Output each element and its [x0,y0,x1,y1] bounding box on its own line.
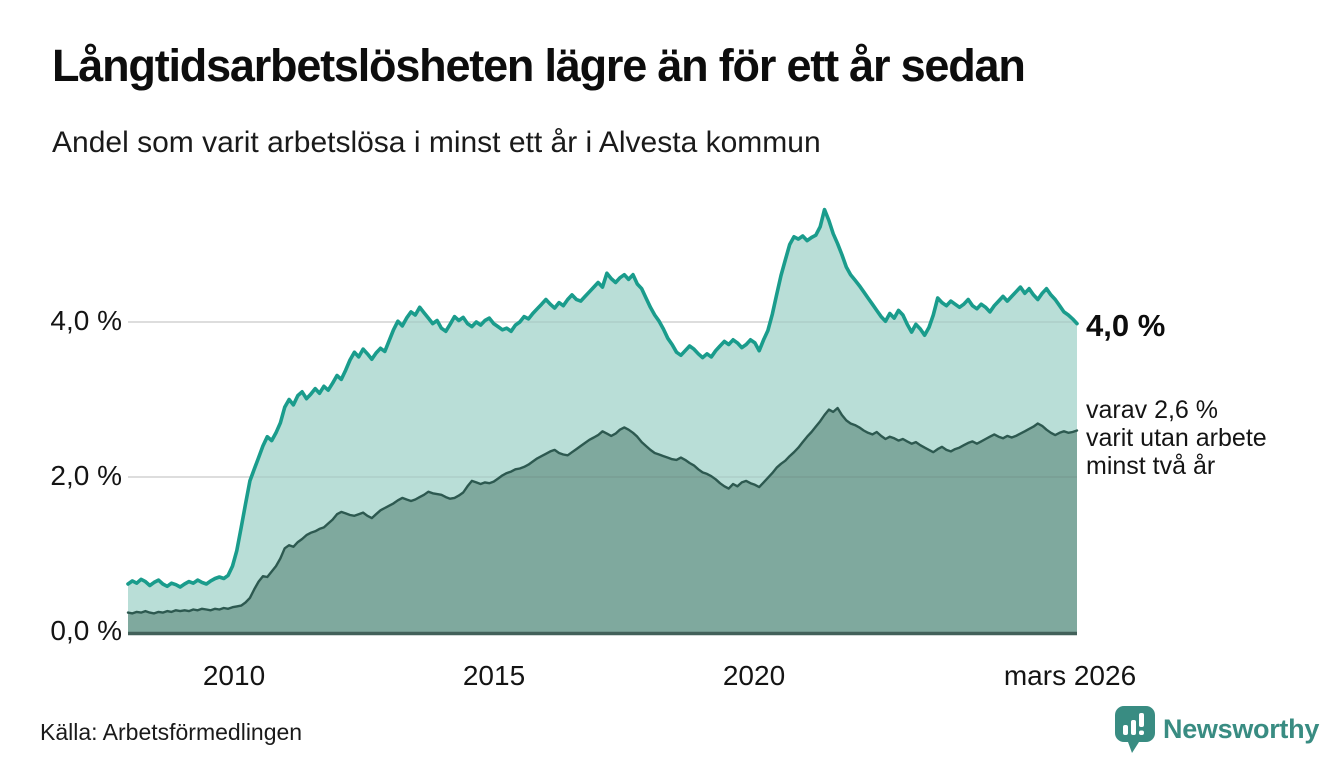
x-axis-tick-label: 2010 [202,660,266,691]
series-min-2-years-area [128,408,1077,632]
logo-wordmark: Newsworthy [1163,714,1320,744]
series-min-1-year-line [126,207,1079,589]
y-axis-tick-label: 4,0 % [50,305,122,336]
y-axis-tick-label: 2,0 % [50,460,122,491]
series-end-value-label: 4,0 % [1086,308,1166,343]
page-title: Långtidsarbetslösheten lägre än för ett … [52,40,1026,91]
chart-bubble-icon [1115,706,1155,753]
newsworthy-logo: Newsworthy [1115,706,1319,756]
series-min-2-years-line [126,406,1079,615]
y-axis-tick-label: 0,0 % [50,615,122,646]
page-subtitle: Andel som varit arbetslösa i minst ett å… [52,126,821,159]
x-axis-tick-label: 2020 [722,660,786,691]
x-axis-tick-label: mars 2026 [1003,660,1137,691]
series-end-note-label: varav 2,6 % varit utan arbete minst två … [1086,396,1267,480]
x-axis-tick-label: 2015 [462,660,526,691]
source-note: Källa: Arbetsförmedlingen [40,719,303,745]
